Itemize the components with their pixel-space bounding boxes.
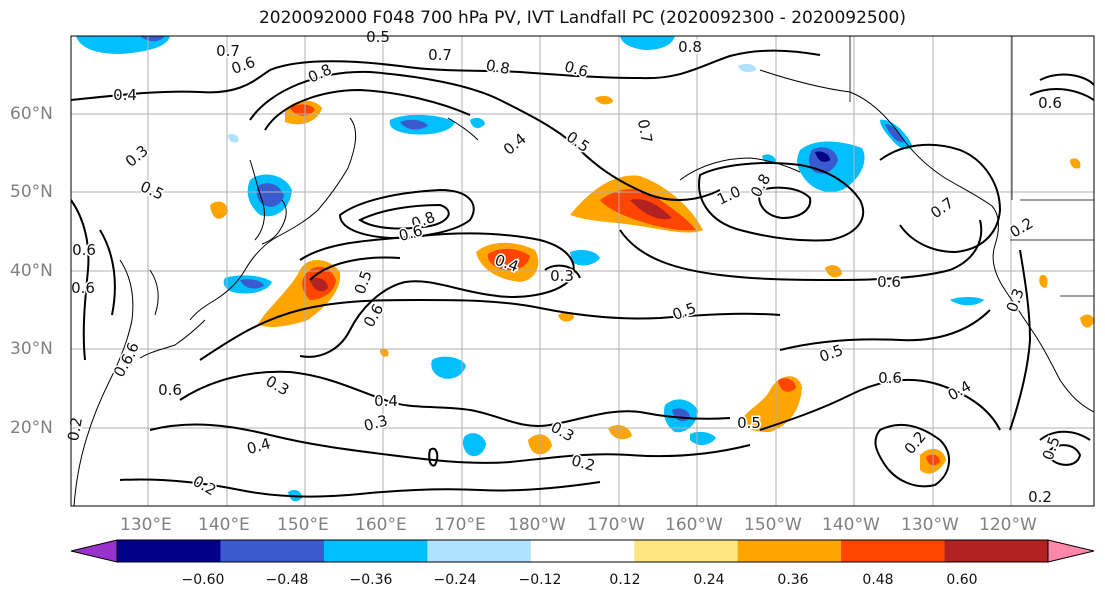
colorbar-segment (323, 540, 428, 562)
colorbar-segment (117, 540, 221, 562)
colorbar-segments (116, 539, 1049, 563)
contour-label: 0.6 (1038, 94, 1062, 112)
colorbar-tick-label: −0.48 (265, 572, 309, 588)
contour-label: 0.2 (1028, 488, 1052, 506)
lon-label: 120°W (979, 515, 1037, 535)
lon-label: 140°W (822, 515, 880, 535)
map-title: 2020092000 F048 700 hPa PV, IVT Landfall… (258, 8, 906, 28)
map-frame (70, 35, 1095, 507)
colorbar-tick-label: 0.36 (777, 572, 809, 588)
colorbar-tick-label: 0.12 (609, 572, 641, 588)
contour-label: 0.7 (634, 118, 656, 145)
colorbar-segment (944, 540, 1049, 562)
lon-label: 170°E (434, 515, 486, 535)
contour-label: 0.6 (72, 241, 96, 259)
contour-label: 0.4 (113, 86, 137, 104)
colorbar-tick-label: 0.48 (862, 572, 894, 588)
colorbar-tick-label: −0.12 (518, 572, 562, 588)
colorbar-tick-label: −0.36 (349, 572, 393, 588)
coastlines (73, 69, 1094, 506)
contour-label: 0.2 (64, 416, 86, 443)
colorbar-extend-left (70, 539, 118, 563)
lat-label: 30°N (10, 339, 53, 359)
lon-label: 130°E (120, 515, 172, 535)
pv-shading (76, 36, 1094, 502)
lon-label: 180°W (508, 515, 566, 535)
colorbar-segment (737, 540, 842, 562)
lon-label: 130°W (901, 515, 959, 535)
lat-label: 40°N (10, 261, 53, 281)
pv-contours (71, 49, 1094, 498)
colorbar-segment (220, 540, 325, 562)
colorbar-segment (634, 540, 739, 562)
contour-label: 0.6 (878, 369, 902, 387)
colorbar-tick-label: 0.24 (693, 572, 725, 588)
colorbar-tick-label: 0.60 (946, 572, 978, 588)
lat-label: 50°N (10, 182, 53, 202)
colorbar-segment (427, 540, 532, 562)
contour-label: 0.8 (485, 56, 512, 78)
lon-label: 150°W (744, 515, 802, 535)
contour-label: 0.7 (216, 42, 240, 60)
contour-label: 0.6 (158, 381, 182, 399)
borders (849, 36, 1094, 297)
colorbar (70, 539, 1095, 563)
contour-label: 0.7 (428, 46, 452, 64)
lon-label: 150°E (277, 515, 329, 535)
contour-label: 0.4 (374, 392, 398, 410)
lon-label: 160°W (665, 515, 723, 535)
contour-label: 0.6 (71, 279, 95, 297)
colorbar-tick-label: −0.60 (181, 572, 225, 588)
contour-label: 0.5 (737, 414, 761, 432)
colorbar-segment (841, 540, 946, 562)
colorbar-tick-label: −0.24 (433, 572, 477, 588)
colorbar-segment (530, 540, 635, 562)
contour-label: 0.6 (877, 273, 901, 291)
lon-label: 160°E (355, 515, 407, 535)
lat-label: 60°N (10, 104, 53, 124)
lon-label: 140°E (198, 515, 250, 535)
contour-label: 0.3 (550, 267, 574, 285)
contour-label: 0.8 (678, 38, 702, 56)
lat-label: 20°N (10, 418, 53, 438)
colorbar-extend-right (1047, 539, 1095, 563)
contour-label: 0.5 (366, 28, 390, 46)
lon-label: 170°W (587, 515, 645, 535)
